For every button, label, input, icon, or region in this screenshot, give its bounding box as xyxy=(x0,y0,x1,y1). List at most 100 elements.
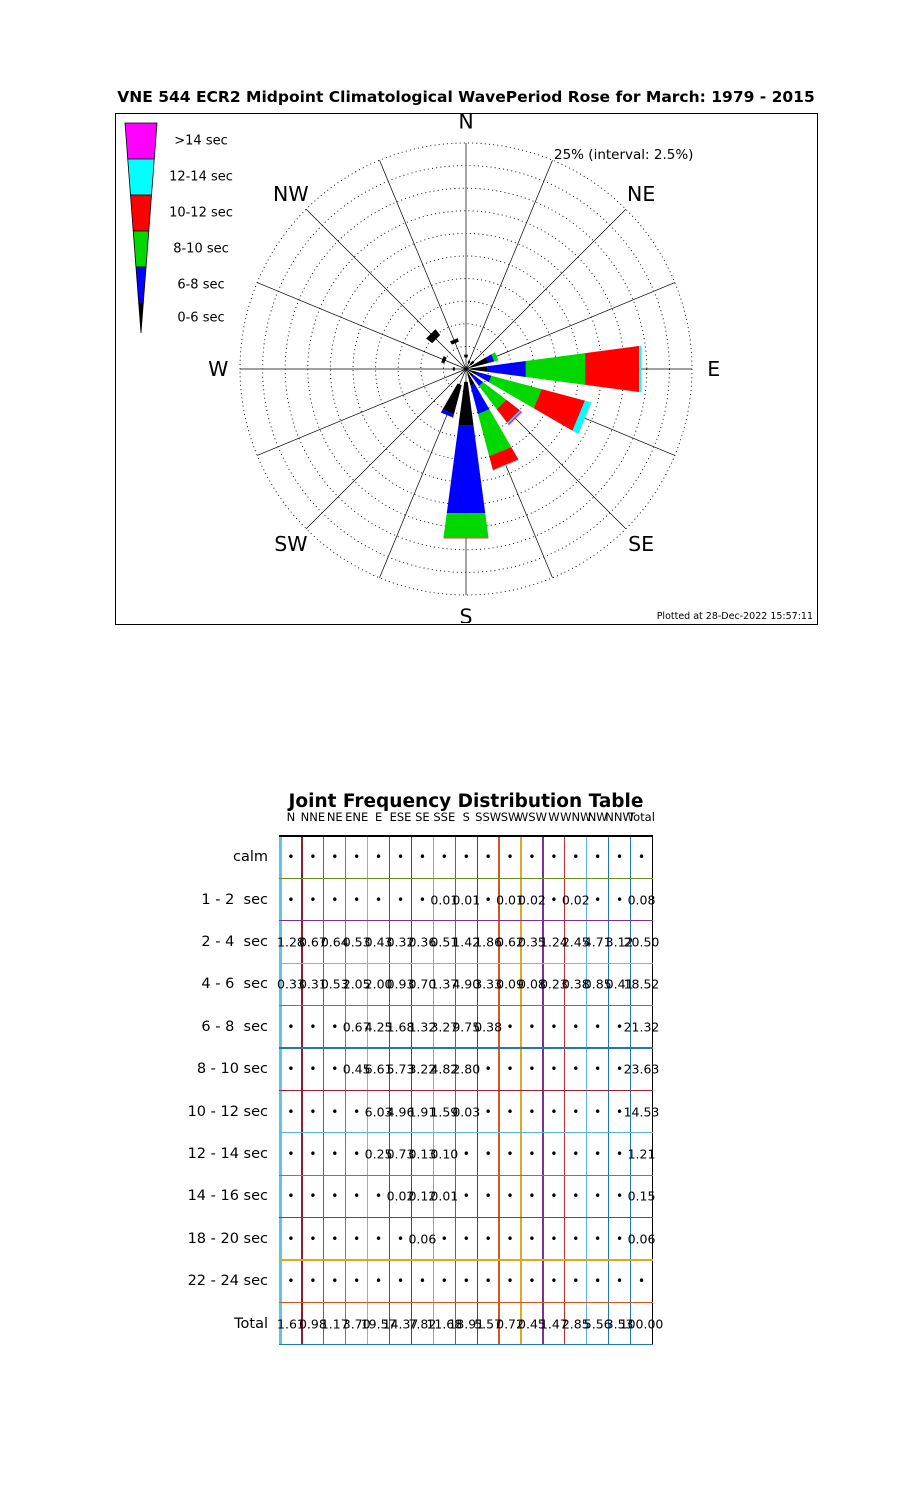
table-cell: 1.59 xyxy=(430,1104,459,1120)
row-label: 14 - 16 sec xyxy=(187,1188,268,1205)
table-cell: 0.36 xyxy=(408,934,437,950)
rose-petal-SW-0-6sec xyxy=(460,372,463,375)
table-cell: • xyxy=(484,850,492,865)
column-header-WNW: WNW xyxy=(560,810,592,824)
table-cell: • xyxy=(550,1062,558,1077)
table-cell: • xyxy=(375,1189,383,1204)
rose-petal-ESE-0-6sec xyxy=(468,369,477,375)
table-cell: 1.37 xyxy=(430,976,459,992)
legend-swatch-6-8sec xyxy=(135,266,147,304)
row-label: calm xyxy=(232,849,268,866)
table-vline xyxy=(629,836,632,1345)
table-cell: 11.68 xyxy=(426,1316,463,1332)
table-cell: • xyxy=(506,850,514,865)
table-cell: 2.85 xyxy=(561,1316,590,1332)
legend-label: 6-8 sec xyxy=(177,278,224,293)
table-cell: 2.80 xyxy=(452,1061,481,1077)
table-hline xyxy=(279,1089,654,1091)
rose-petal-SSW-6-8sec xyxy=(440,409,454,418)
table-cell: 2.05 xyxy=(342,976,371,992)
table-vline xyxy=(586,836,588,1345)
table-cell: 100.00 xyxy=(619,1316,664,1332)
table-cell: • xyxy=(396,1231,405,1246)
table-cell: 3.70 xyxy=(342,1316,371,1332)
table-cell: • xyxy=(440,850,448,865)
rose-petal-S-8-10sec xyxy=(443,513,489,539)
table-cell: • xyxy=(331,1189,339,1204)
table-cell: 14.53 xyxy=(623,1104,660,1120)
table-cell: • xyxy=(462,1147,470,1161)
table-cell: • xyxy=(331,1274,339,1289)
table-cell: • xyxy=(572,1019,580,1034)
table-cell: • xyxy=(287,850,295,865)
rose-petal-ENE-0-6sec xyxy=(470,357,489,368)
compass-label-S: S xyxy=(459,605,472,623)
table-cell: 4.82 xyxy=(430,1061,459,1077)
rose-petal-SE-6-8sec xyxy=(471,374,484,387)
table-cell: 1.32 xyxy=(408,1019,437,1035)
table-cell: 0.13 xyxy=(408,1146,437,1162)
table-cell: • xyxy=(637,1274,646,1289)
table-cell: 0.43 xyxy=(364,934,393,950)
compass-label-SE: SE xyxy=(628,532,654,556)
table-hline xyxy=(279,962,654,964)
table-cell: • xyxy=(594,1274,602,1289)
row-label: 22 - 24 sec xyxy=(187,1273,268,1290)
table-cell: 0.72 xyxy=(496,1316,524,1332)
table-cell: 3.27 xyxy=(430,1019,459,1035)
table-cell: • xyxy=(353,1147,361,1161)
table-cell: 3.22 xyxy=(408,1061,437,1077)
table-cell: • xyxy=(462,1231,470,1246)
rose-spoke xyxy=(257,368,467,456)
table-cell: 3.53 xyxy=(605,1316,634,1332)
table-cell: • xyxy=(418,850,426,865)
rose-petal-SSW-0-6sec xyxy=(442,383,462,415)
table-cell: • xyxy=(506,1019,514,1034)
table-cell: 14.37 xyxy=(382,1316,419,1332)
table-cell: 0.15 xyxy=(627,1188,656,1204)
rose-petal-E-6-8sec xyxy=(487,361,526,377)
table-vline xyxy=(432,836,435,1345)
rose-petal-NNE-0-6sec xyxy=(467,360,471,364)
rose-petal-WNW-0-6sec xyxy=(441,356,447,364)
table-cell: • xyxy=(616,1231,624,1246)
compass-label-NE: NE xyxy=(627,182,655,206)
table-cell: 0.01 xyxy=(430,1188,459,1204)
table-cell: 0.73 xyxy=(386,1146,415,1162)
table-cell: • xyxy=(440,1274,448,1289)
table-cell: • xyxy=(594,892,602,907)
table-cell: • xyxy=(484,1104,492,1119)
table-cell: 0.25 xyxy=(364,1146,393,1162)
table-cell: • xyxy=(353,1231,361,1246)
table-cell: • xyxy=(375,1274,383,1289)
table-cell: • xyxy=(462,1189,470,1204)
table-cell: • xyxy=(375,1231,383,1246)
table-cell: 0.64 xyxy=(320,934,349,950)
table-cell: • xyxy=(572,1231,580,1246)
compass-label-E: E xyxy=(707,357,720,381)
table-cell: 0.09 xyxy=(496,976,524,992)
table-cell: • xyxy=(506,1274,514,1289)
table-cell: • xyxy=(528,1274,536,1289)
rose-petal-NE-0-6sec xyxy=(469,360,475,366)
table-cell: • xyxy=(309,1189,317,1204)
table-vline xyxy=(520,836,522,1345)
legend-swatch-8-10sec xyxy=(132,230,150,268)
table-hline xyxy=(279,1344,654,1346)
table-cell: 2.45 xyxy=(561,934,590,950)
table-vline xyxy=(323,836,325,1345)
table-cell: • xyxy=(572,1147,580,1161)
table-cell: 0.01 xyxy=(430,892,459,908)
row-label: 1 - 2 sec xyxy=(201,891,268,908)
rose-petal-SE-8-10sec xyxy=(479,382,507,410)
column-header-S: S xyxy=(462,810,470,824)
table-cell: 0.08 xyxy=(518,976,546,992)
table-cell: • xyxy=(550,1231,558,1246)
table-cell: 1.91 xyxy=(408,1104,437,1120)
table-cell: • xyxy=(616,1189,624,1204)
table-cell: • xyxy=(462,850,470,865)
table-cell: 0.45 xyxy=(342,1061,371,1077)
table-cell: • xyxy=(528,1231,536,1246)
table-cell: • xyxy=(353,850,361,865)
column-header-NNE: NNE xyxy=(300,810,326,824)
